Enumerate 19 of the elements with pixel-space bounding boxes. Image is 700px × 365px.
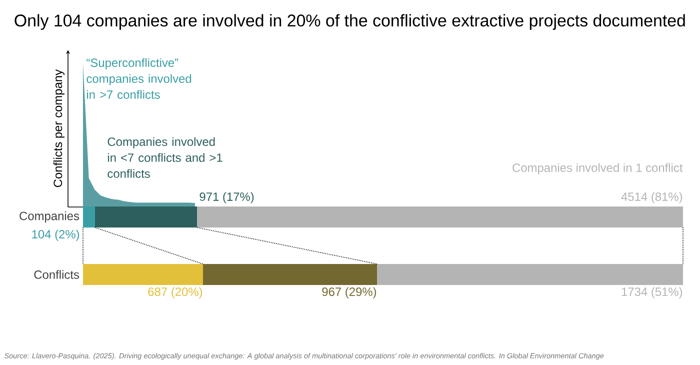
bar bbox=[203, 264, 378, 285]
data-label: 687 (20%) bbox=[148, 287, 202, 298]
bar bbox=[83, 206, 96, 228]
bar bbox=[83, 264, 204, 285]
bar bbox=[377, 264, 684, 285]
bar bbox=[197, 206, 684, 228]
text: “Superconflictive” companies involved in >7 conflicts bbox=[86, 58, 192, 99]
data-label: 4514 (81%) bbox=[621, 192, 682, 204]
text: Companies involved in <7 conflicts and >1 conflicts bbox=[108, 137, 222, 178]
text: Companies involved in 1 conflict bbox=[512, 163, 683, 174]
data-label: 104 (2%) bbox=[32, 230, 80, 241]
chart-title: Only 104 companies are involved in 20% of the conflictive extractive projects documented bbox=[14, 14, 685, 30]
y-axis-title: Conflicts per company bbox=[53, 69, 64, 188]
data-label: 967 (29%) bbox=[322, 287, 376, 298]
data-label: 1734 (51%) bbox=[622, 287, 682, 298]
y-tick-label: Conflicts bbox=[34, 270, 80, 279]
bar bbox=[95, 206, 198, 228]
data-label: 971 (17%) bbox=[200, 192, 254, 204]
y-tick-label: Companies bbox=[20, 211, 80, 223]
